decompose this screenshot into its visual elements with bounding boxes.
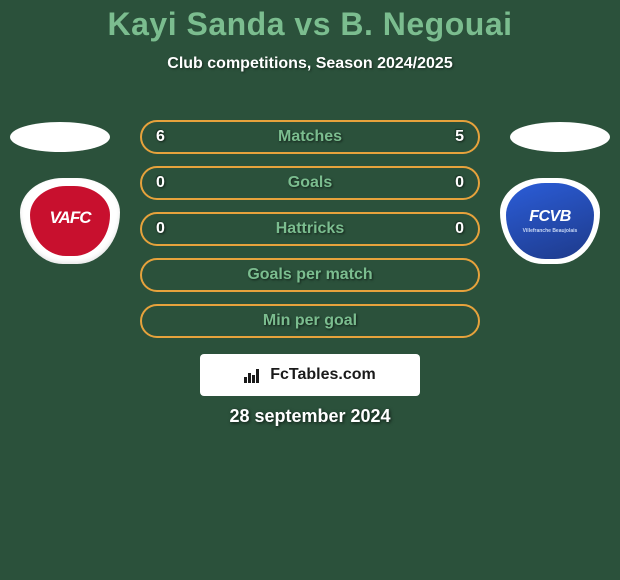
stats-container: 6 Matches 5 0 Goals 0 0 Hattricks 0 Goal… [140, 120, 480, 350]
date-label: 28 september 2024 [0, 406, 620, 427]
stat-right-value: 0 [434, 220, 464, 238]
stat-left-value: 0 [156, 174, 186, 192]
page-subtitle: Club competitions, Season 2024/2025 [0, 55, 620, 73]
stat-label: Goals [142, 174, 478, 192]
page-title: Kayi Sanda vs B. Negouai [0, 0, 620, 43]
club-badge-left-text: VAFC [49, 208, 90, 228]
stat-label: Goals per match [142, 266, 478, 284]
stat-label: Matches [142, 128, 478, 146]
stat-right-value: 5 [434, 128, 464, 146]
site-name: FcTables.com [270, 366, 376, 384]
player-avatar-left [10, 122, 110, 152]
bar-chart-icon [244, 367, 264, 383]
stat-label: Hattricks [142, 220, 478, 238]
stat-left-value: 0 [156, 220, 186, 238]
site-attribution[interactable]: FcTables.com [200, 354, 420, 396]
stat-row: Goals per match [140, 258, 480, 292]
player-avatar-right [510, 122, 610, 152]
club-badge-right-text: FCVB [529, 208, 571, 226]
club-badge-left: VAFC [20, 178, 120, 264]
stat-row: 6 Matches 5 [140, 120, 480, 154]
stat-right-value: 0 [434, 174, 464, 192]
stat-left-value: 6 [156, 128, 186, 146]
stat-label: Min per goal [142, 312, 478, 330]
club-badge-right-subtext: Villefranche Beaujolais [523, 228, 578, 234]
stat-row: Min per goal [140, 304, 480, 338]
stat-row: 0 Hattricks 0 [140, 212, 480, 246]
club-badge-right: FCVB Villefranche Beaujolais [500, 178, 600, 264]
stat-row: 0 Goals 0 [140, 166, 480, 200]
